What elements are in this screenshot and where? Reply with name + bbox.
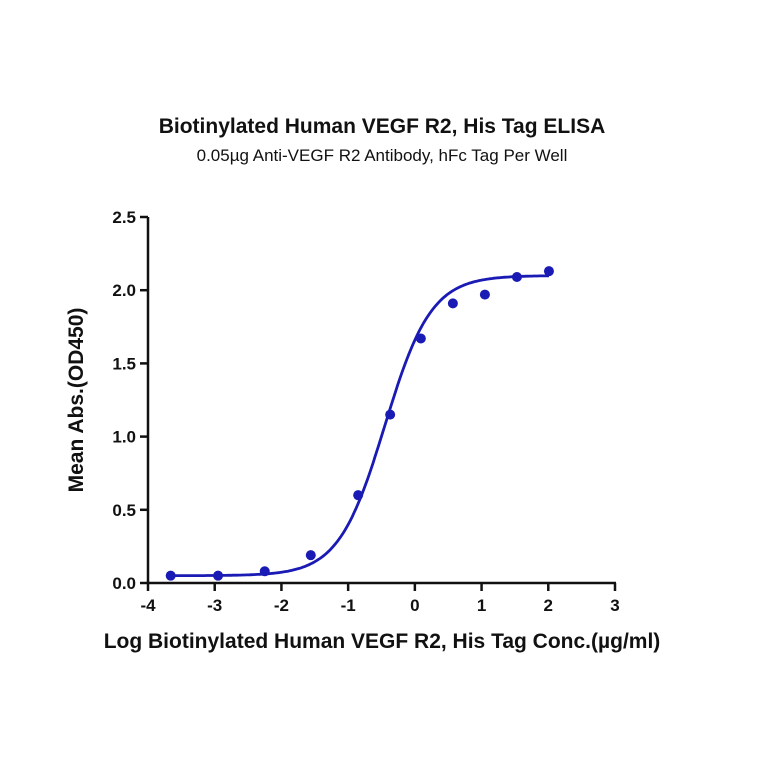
x-tick-label: -1 [341, 596, 356, 615]
y-tick-label: 0.0 [112, 574, 136, 593]
x-tick-label: -4 [140, 596, 156, 615]
data-point [165, 570, 176, 581]
x-tick-label: -3 [207, 596, 222, 615]
y-tick-label: 0.5 [112, 501, 136, 520]
data-point [447, 298, 458, 309]
chart-subtitle: 0.05µg Anti-VEGF R2 Antibody, hFc Tag Pe… [196, 146, 568, 165]
fit-curve [170, 274, 549, 578]
x-tick-label: 2 [544, 596, 553, 615]
y-tick-label: 1.0 [112, 428, 136, 447]
data-point [259, 566, 270, 577]
data-point [305, 550, 316, 561]
data-point [543, 266, 554, 277]
data-point [511, 272, 522, 283]
x-tick-label: -2 [274, 596, 289, 615]
chart-title: Biotinylated Human VEGF R2, His Tag ELIS… [158, 115, 606, 138]
y-tick-label: 1.5 [112, 354, 136, 373]
data-point [213, 570, 224, 581]
x-tick-label: 1 [477, 596, 486, 615]
x-tick-label: 0 [410, 596, 419, 615]
data-point [415, 333, 426, 344]
y-tick-label: 2.0 [112, 281, 136, 300]
y-tick-label: 2.5 [112, 208, 136, 227]
x-axis-label: Log Biotinylated Human VEGF R2, His Tag … [103, 630, 661, 653]
data-point [353, 490, 364, 501]
data-point [479, 289, 490, 300]
x-tick-label: 3 [610, 596, 619, 615]
data-point [385, 409, 396, 420]
y-axis-label: Mean Abs.(OD450) [65, 308, 88, 493]
